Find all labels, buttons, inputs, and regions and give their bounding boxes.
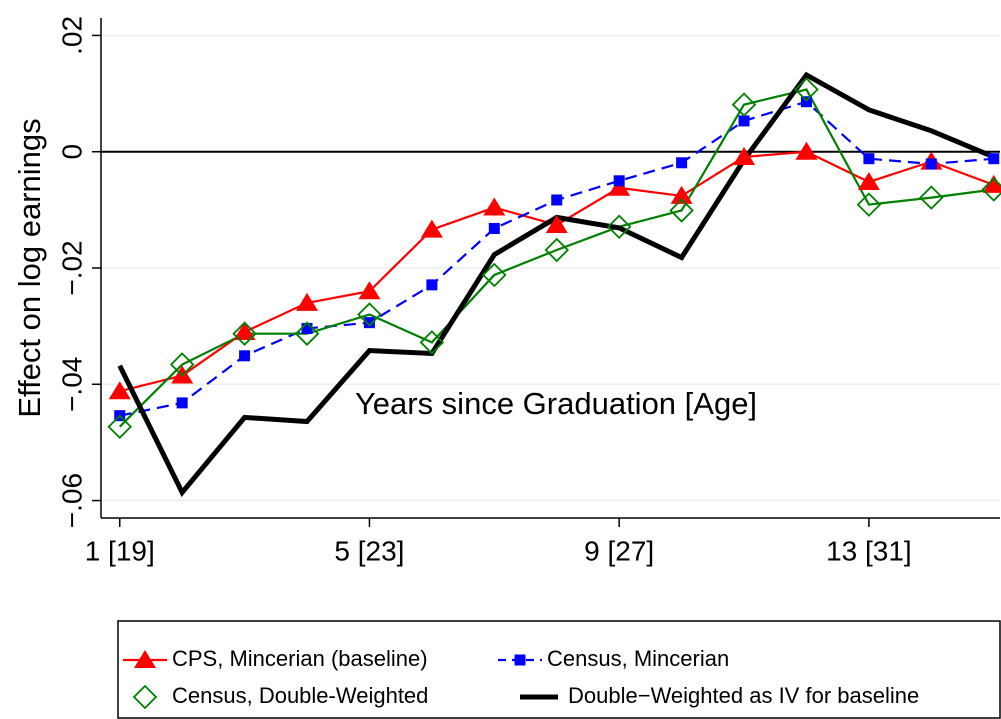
y-axis-title: Effect on log earnings bbox=[12, 118, 47, 417]
data-point bbox=[613, 175, 625, 187]
x-tick-label: 13 [31] bbox=[826, 535, 912, 566]
series-line bbox=[118, 88, 994, 428]
data-point bbox=[856, 192, 882, 217]
data-point bbox=[670, 185, 693, 204]
data-point bbox=[358, 281, 381, 300]
data-point bbox=[606, 214, 632, 239]
legend-label: CPS, Mincerian (baseline) bbox=[172, 646, 428, 671]
data-point bbox=[301, 322, 313, 334]
series-line bbox=[119, 100, 994, 417]
data-point bbox=[676, 157, 688, 169]
x-tick-label: 1 [19] bbox=[85, 535, 155, 566]
data-point bbox=[733, 146, 756, 165]
legend-label: Double−Weighted as IV for baseline bbox=[568, 683, 919, 708]
y-tick-label: −.06 bbox=[56, 473, 87, 528]
data-point bbox=[232, 321, 257, 346]
y-tick-label: −.02 bbox=[56, 240, 87, 295]
data-point bbox=[669, 198, 694, 223]
data-point bbox=[795, 141, 818, 160]
data-point bbox=[357, 302, 382, 327]
data-point bbox=[176, 397, 188, 409]
data-point bbox=[981, 177, 1001, 202]
data-point bbox=[294, 321, 320, 346]
data-point bbox=[482, 262, 507, 288]
data-point bbox=[857, 171, 880, 190]
data-point bbox=[108, 381, 131, 400]
y-tick-label: 0 bbox=[56, 144, 87, 160]
x-axis-title: Years since Graduation [Age] bbox=[355, 386, 757, 421]
data-point bbox=[488, 222, 500, 234]
data-point bbox=[863, 153, 875, 165]
data-point bbox=[608, 177, 631, 196]
legend-symbol bbox=[134, 650, 156, 668]
data-point bbox=[731, 92, 757, 117]
data-point bbox=[296, 292, 319, 311]
legend-symbol bbox=[514, 654, 526, 666]
data-point bbox=[239, 350, 251, 362]
data-point bbox=[988, 153, 1000, 165]
legend-box bbox=[117, 620, 1001, 719]
data-point bbox=[363, 317, 375, 329]
data-point bbox=[794, 77, 819, 102]
data-point bbox=[483, 197, 506, 216]
data-point bbox=[233, 321, 256, 340]
legend-symbol bbox=[132, 684, 158, 710]
x-tick-label: 5 [23] bbox=[334, 535, 404, 566]
data-point bbox=[169, 352, 195, 377]
data-point bbox=[919, 185, 944, 210]
data-point bbox=[107, 414, 133, 439]
data-point bbox=[544, 237, 570, 263]
data-point bbox=[551, 194, 563, 206]
data-point bbox=[738, 115, 750, 127]
y-tick-label: .02 bbox=[56, 16, 87, 55]
data-point bbox=[925, 158, 937, 170]
series-line bbox=[117, 71, 995, 497]
data-point bbox=[420, 219, 443, 238]
data-point bbox=[545, 214, 568, 233]
legend-label: Census, Double-Weighted bbox=[172, 683, 428, 708]
data-point bbox=[426, 279, 438, 291]
legend-label: Census, Mincerian bbox=[547, 646, 729, 671]
data-point bbox=[419, 330, 445, 355]
x-tick-label: 9 [27] bbox=[584, 535, 654, 566]
data-point bbox=[982, 174, 1001, 193]
y-tick-label: −.04 bbox=[56, 357, 87, 412]
